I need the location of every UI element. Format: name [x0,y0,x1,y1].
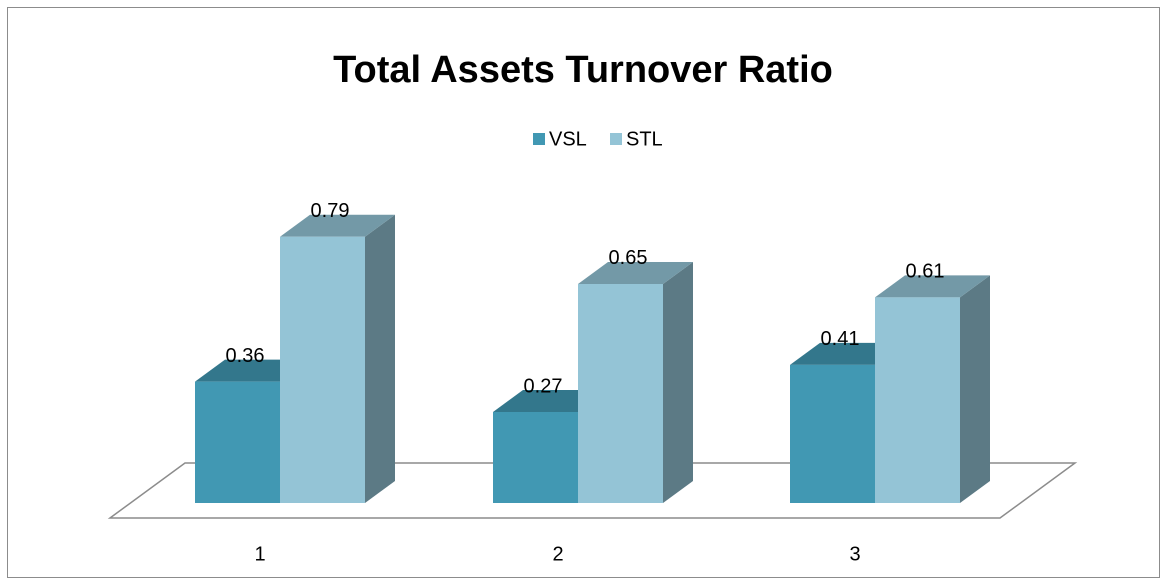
bar-side [365,214,395,503]
bar-top [578,261,693,284]
chart-title: Total Assets Turnover Ratio [333,49,833,91]
bar [578,261,693,503]
legend-label: STL [626,128,663,150]
data-label: 0.27 [524,375,563,397]
bar-side [663,261,693,503]
bar-front [280,236,365,503]
bar-top [875,275,990,298]
data-label: 0.79 [311,200,350,222]
legend-swatch [610,133,622,145]
x-tick-label: 1 [254,543,265,565]
bar-front [493,412,578,503]
data-label: 0.41 [821,328,860,350]
bar [875,275,990,503]
bar-front [578,283,663,503]
x-tick-label: 3 [849,543,860,565]
legend-label: VSL [549,128,587,150]
bar-side [960,275,990,503]
bar-front [875,297,960,503]
data-label: 0.61 [906,261,945,283]
x-tick-label: 2 [552,543,563,565]
bar-front [195,381,280,503]
bar-top [280,214,395,237]
bar-front [790,364,875,503]
data-label: 0.36 [226,345,265,367]
data-label: 0.65 [609,247,648,269]
legend-swatch [533,133,545,145]
bar [280,214,395,503]
